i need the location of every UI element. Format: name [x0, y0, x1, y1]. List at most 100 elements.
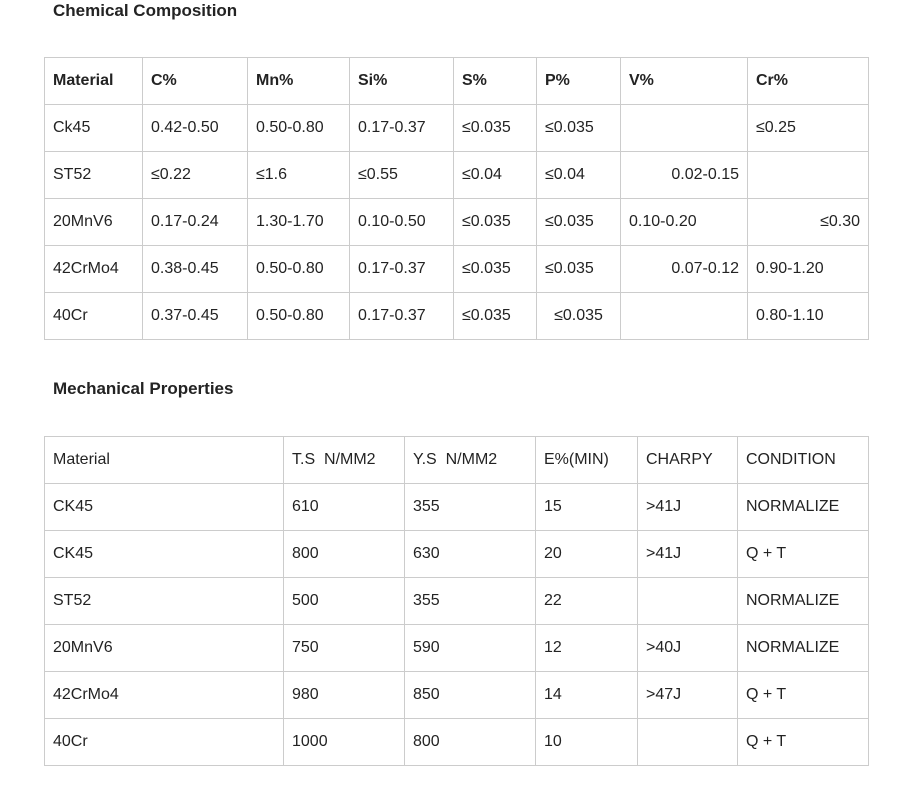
- table-cell: ≤0.035: [453, 104, 537, 152]
- table-cell: [747, 151, 869, 199]
- column-header: V%: [620, 57, 748, 105]
- table-cell: 20: [535, 530, 638, 578]
- table-cell: ≤1.6: [247, 151, 350, 199]
- table-cell: 0.37-0.45: [142, 292, 248, 340]
- header-row: Material T.S N/MM2 Y.S N/MM2 E%(MIN) CHARPY C…: [44, 436, 869, 484]
- table-cell: ≤0.035: [453, 198, 537, 246]
- table-row: 42CrMo4 0.38-0.45 0.50-0.80 0.17-0.37 ≤0.035…: [44, 245, 869, 293]
- table-cell: ≤0.035: [453, 245, 537, 293]
- table-cell: ≤0.25: [747, 104, 869, 152]
- table-cell: ≤0.035: [536, 245, 621, 293]
- mechanical-properties-table: Material T.S N/MM2 Y.S N/MM2 E%(MIN) CHARPY C…: [44, 436, 869, 766]
- table-cell: 0.17-0.37: [349, 104, 454, 152]
- chemical-table-body: Ck45 0.42-0.50 0.50-0.80 0.17-0.37 ≤0.035 ≤0.…: [44, 104, 869, 340]
- table-cell: 0.17-0.24: [142, 198, 248, 246]
- table-cell: 14: [535, 671, 638, 719]
- table-cell: NORMALIZE: [737, 577, 869, 625]
- table-cell: NORMALIZE: [737, 483, 869, 531]
- table-cell: >41J: [637, 530, 738, 578]
- table-cell: 0.10-0.50: [349, 198, 454, 246]
- table-cell: 0.02-0.15: [620, 151, 748, 199]
- table-cell: Q + T: [737, 671, 869, 719]
- column-header: Material: [44, 57, 143, 105]
- table-cell: ST52: [44, 577, 284, 625]
- table-cell: 0.50-0.80: [247, 245, 350, 293]
- table-cell: 630: [404, 530, 536, 578]
- table-cell: ≤0.035: [536, 198, 621, 246]
- table-cell: 0.50-0.80: [247, 104, 350, 152]
- table-cell: 980: [283, 671, 405, 719]
- table-cell: 0.17-0.37: [349, 292, 454, 340]
- content-area: Chemical Composition Material C% Mn% Si% S% P…: [44, 1, 869, 766]
- table-cell: Ck45: [44, 104, 143, 152]
- chemical-composition-title: Chemical Composition: [53, 1, 238, 20]
- table-cell: [637, 718, 738, 766]
- table-cell: 0.17-0.37: [349, 245, 454, 293]
- table-cell: 800: [283, 530, 405, 578]
- table-cell: ≤0.22: [142, 151, 248, 199]
- header-row: Material C% Mn% Si% S% P% V% Cr%: [44, 57, 869, 105]
- table-cell: 355: [404, 577, 536, 625]
- table-cell: >40J: [637, 624, 738, 672]
- table-cell: ST52: [44, 151, 143, 199]
- column-header: C%: [142, 57, 248, 105]
- table-cell: Q + T: [737, 718, 869, 766]
- column-header: E%(MIN): [535, 436, 638, 484]
- table-cell: 42CrMo4: [44, 245, 143, 293]
- table-cell: 610: [283, 483, 405, 531]
- table-cell: 20MnV6: [44, 624, 284, 672]
- table-cell: 0.50-0.80: [247, 292, 350, 340]
- table-cell: 12: [535, 624, 638, 672]
- mechanical-table-body: CK45 610 355 15 >41J NORMALIZE CK45 800 630 20 >41…: [44, 483, 869, 766]
- table-cell: ≤0.30: [747, 198, 869, 246]
- table-cell: 0.90-1.20: [747, 245, 869, 293]
- table-cell: [620, 104, 748, 152]
- table-cell: ≤0.04: [536, 151, 621, 199]
- column-header: CONDITION: [737, 436, 869, 484]
- column-header: Y.S N/MM2: [404, 436, 536, 484]
- column-header: CHARPY: [637, 436, 738, 484]
- table-cell: 355: [404, 483, 536, 531]
- table-cell: 1.30-1.70: [247, 198, 350, 246]
- table-row: 42CrMo4 980 850 14 >47J Q + T: [44, 671, 869, 719]
- table-cell: [620, 292, 748, 340]
- table-cell: ≤0.04: [453, 151, 537, 199]
- table-cell: 800: [404, 718, 536, 766]
- table-cell: CK45: [44, 530, 284, 578]
- table-row: ST52 500 355 22 NORMALIZE: [44, 577, 869, 625]
- table-cell: 590: [404, 624, 536, 672]
- column-header: P%: [536, 57, 621, 105]
- table-row: Ck45 0.42-0.50 0.50-0.80 0.17-0.37 ≤0.035 ≤0.…: [44, 104, 869, 152]
- table-cell: Q + T: [737, 530, 869, 578]
- table-row: 40Cr 1000 800 10 Q + T: [44, 718, 869, 766]
- table-row: 20MnV6 750 590 12 >40J NORMALIZE: [44, 624, 869, 672]
- table-row: ST52 ≤0.22 ≤1.6 ≤0.55 ≤0.04 ≤0.04 0.02-0.15: [44, 151, 869, 199]
- table-cell: 0.38-0.45: [142, 245, 248, 293]
- table-row: CK45 800 630 20 >41J Q + T: [44, 530, 869, 578]
- mechanical-table-header: Material T.S N/MM2 Y.S N/MM2 E%(MIN) CHARPY C…: [44, 436, 869, 484]
- table-row: 20MnV6 0.17-0.24 1.30-1.70 0.10-0.50 ≤0.035 ≤…: [44, 198, 869, 246]
- table-cell: 15: [535, 483, 638, 531]
- mechanical-properties-title: Mechanical Properties: [53, 379, 234, 398]
- column-header: T.S N/MM2: [283, 436, 405, 484]
- table-cell: 0.42-0.50: [142, 104, 248, 152]
- table-cell: 42CrMo4: [44, 671, 284, 719]
- table-cell: 0.80-1.10: [747, 292, 869, 340]
- table-cell: 0.10-0.20: [620, 198, 748, 246]
- table-cell: 10: [535, 718, 638, 766]
- chemical-table-header: Material C% Mn% Si% S% P% V% Cr%: [44, 57, 869, 105]
- table-cell: ≤0.035: [536, 104, 621, 152]
- table-cell: 850: [404, 671, 536, 719]
- table-row: 40Cr 0.37-0.45 0.50-0.80 0.17-0.37 ≤0.035 ≤0.…: [44, 292, 869, 340]
- table-cell: 40Cr: [44, 718, 284, 766]
- column-header: Material: [44, 436, 284, 484]
- table-cell: >41J: [637, 483, 738, 531]
- table-cell: ≤0.035: [536, 292, 621, 340]
- table-cell: 750: [283, 624, 405, 672]
- column-header: Si%: [349, 57, 454, 105]
- table-cell: >47J: [637, 671, 738, 719]
- table-cell: 1000: [283, 718, 405, 766]
- column-header: Mn%: [247, 57, 350, 105]
- table-row: CK45 610 355 15 >41J NORMALIZE: [44, 483, 869, 531]
